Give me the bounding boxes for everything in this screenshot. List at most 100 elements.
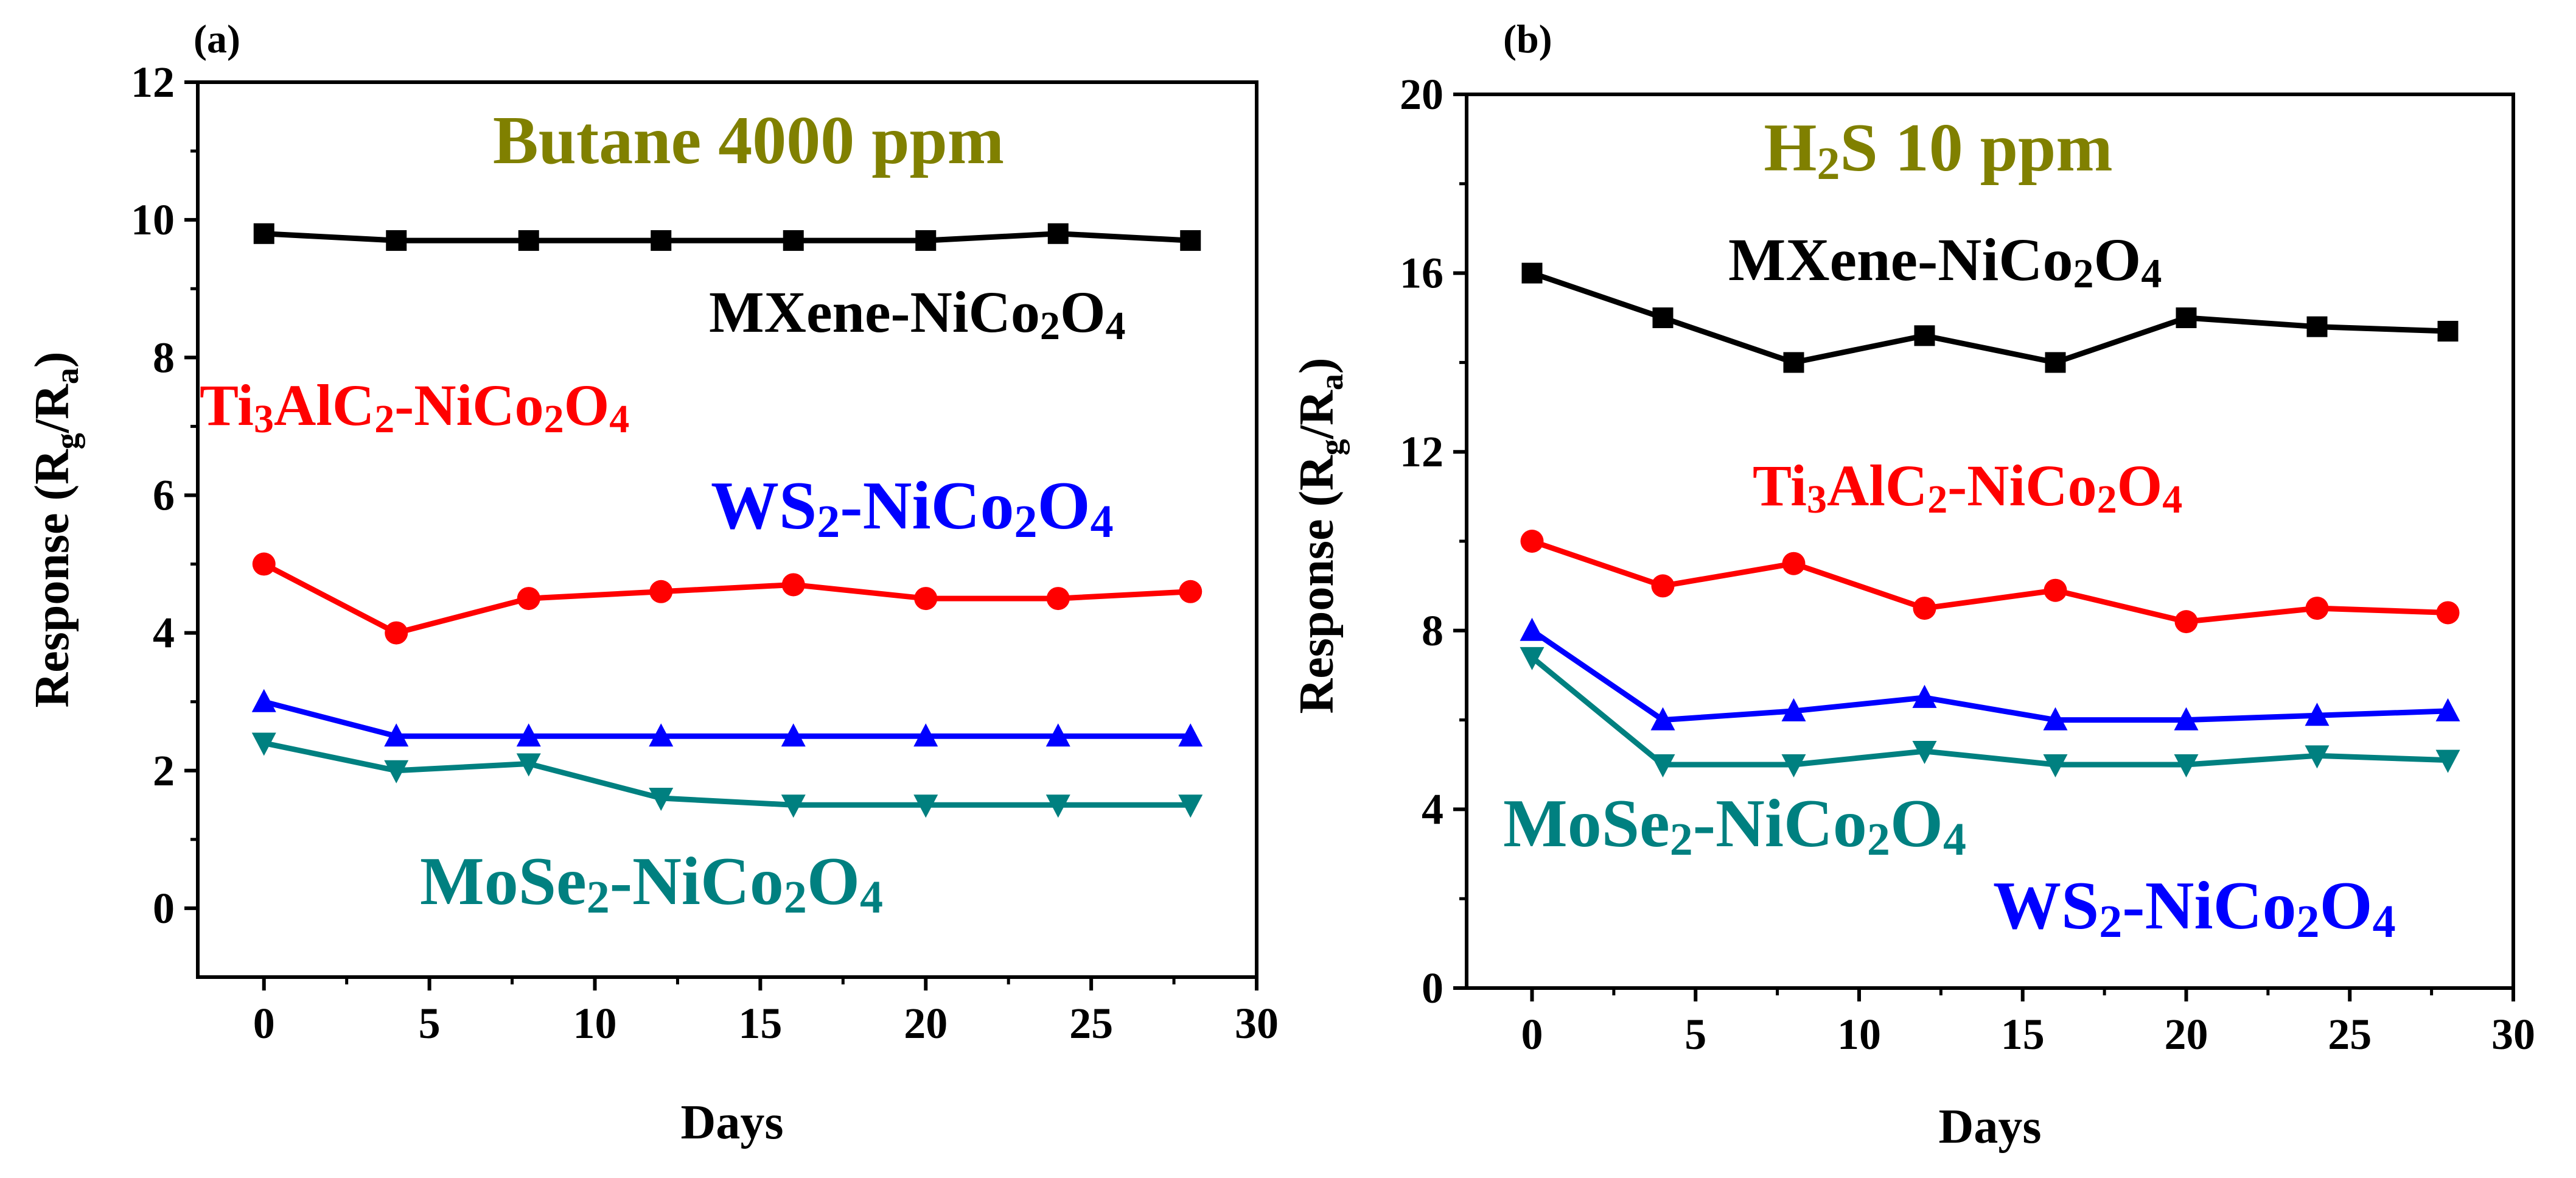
panel-b-point-ti3alc2-nico2o4 [1651, 574, 1675, 598]
panel-a-point-mxene-nico2o4 [783, 230, 804, 251]
panel-a-annot-mose2: MoSe2-NiCo2O4 [420, 844, 883, 923]
panel-b-point-ti3alc2-nico2o4 [1913, 597, 1936, 620]
panel-a-y-tick-label: 4 [153, 609, 175, 657]
panel-b-point-ws2-nico2o4 [2043, 707, 2068, 731]
panel-a-point-ws2-nico2o4 [1045, 723, 1070, 747]
panel-b-y-tick-label: 12 [1400, 427, 1443, 476]
panel-a-point-ti3alc2-nico2o4 [1179, 580, 1202, 603]
panel-b-point-mose2-nico2o4 [2174, 754, 2199, 777]
panel-b: (b) H2S 10 ppm 0 5 10 15 20 25 30 0 4 8 12 16 20 Da… [1290, 17, 2535, 1154]
panel-b-point-mxene-nico2o4 [2176, 307, 2197, 328]
panel-a-y-tick-label: 2 [153, 746, 175, 795]
panel-a-annot-mxene: MXene-NiCo2O4 [709, 279, 1126, 348]
panel-b-label: (b) [1503, 17, 1552, 61]
panel-a-point-ws2-nico2o4 [384, 723, 409, 747]
panel-a-point-mxene-nico2o4 [915, 230, 937, 251]
panel-b-point-ws2-nico2o4 [1912, 684, 1937, 708]
panel-a-series [251, 223, 1203, 818]
panel-b-point-ws2-nico2o4 [2174, 707, 2199, 731]
panel-a-point-ws2-nico2o4 [913, 723, 938, 747]
panel-a-point-ti3alc2-nico2o4 [385, 621, 408, 645]
panel-b-point-ti3alc2-nico2o4 [2174, 610, 2198, 634]
panel-a-line-mxene-nico2o4 [264, 231, 1191, 244]
panel-b-point-ti3alc2-nico2o4 [1782, 552, 1806, 575]
panel-a: (a) Butane 4000 ppm 0 5 10 15 20 25 30 0 2 4 6 8 10… [26, 17, 1279, 1149]
panel-b-x-tick-label: 0 [1521, 1010, 1543, 1059]
panel-b-point-mose2-nico2o4 [1912, 740, 1937, 764]
panel-a-line-mose2-nico2o4 [263, 740, 1191, 808]
panel-a-x-tick-label: 10 [573, 999, 617, 1048]
panel-a-x-ticks: 0 5 10 15 20 25 30 [253, 977, 1279, 1048]
panel-a-point-mxene-nico2o4 [518, 230, 539, 251]
panel-b-x-tick-label: 5 [1684, 1010, 1706, 1059]
panel-a-point-mose2-nico2o4 [781, 794, 806, 818]
panel-b-xlabel: Days [1939, 1100, 2042, 1154]
panel-a-point-mose2-nico2o4 [1178, 794, 1203, 818]
panel-a-y-tick-label: 12 [131, 58, 175, 107]
panel-a-point-ti3alc2-nico2o4 [781, 573, 805, 597]
panel-a-annot-ti3alc2: Ti3AlC2-NiCo2O4 [200, 373, 629, 441]
panel-b-y-ticks: 0 4 8 12 16 20 [1400, 70, 1467, 1012]
panel-a-point-ws2-nico2o4 [649, 723, 674, 747]
panel-a-point-mxene-nico2o4 [386, 230, 407, 251]
panel-a-point-ws2-nico2o4 [781, 723, 806, 747]
panel-a-point-ws2-nico2o4 [516, 723, 541, 747]
panel-b-point-mxene-nico2o4 [2437, 321, 2459, 342]
panel-a-point-mose2-nico2o4 [251, 732, 276, 756]
panel-b-annot-ws2: WS2-NiCo2O4 [1993, 868, 2396, 947]
panel-b-point-mose2-nico2o4 [1781, 754, 1806, 777]
panel-a-point-mose2-nico2o4 [1045, 794, 1070, 818]
panel-a-point-mxene-nico2o4 [1180, 230, 1201, 251]
panel-b-series [1520, 262, 2460, 777]
panel-a-point-ti3alc2-nico2o4 [649, 580, 673, 603]
panel-a-point-mxene-nico2o4 [253, 223, 274, 244]
panel-a-y-tick-label: 10 [131, 195, 175, 244]
panel-b-point-ws2-nico2o4 [2305, 703, 2330, 726]
panel-b-point-ti3alc2-nico2o4 [2436, 601, 2460, 625]
panel-a-y-tick-label: 6 [153, 471, 175, 519]
panel-b-annot-ti3alc2: Ti3AlC2-NiCo2O4 [1753, 453, 2182, 522]
panel-a-x-tick-label: 15 [738, 999, 782, 1048]
panel-b-y-tick-label: 4 [1422, 785, 1443, 833]
panel-b-line-mose2-nico2o4 [1530, 655, 2448, 768]
panel-b-title: H2S 10 ppm [1764, 110, 2112, 189]
panel-a-y-ticks: 0 2 4 6 8 10 12 [131, 58, 198, 933]
panel-a-point-mxene-nico2o4 [651, 230, 672, 251]
panel-b-y-tick-label: 0 [1422, 964, 1443, 1012]
panel-a-point-mose2-nico2o4 [913, 794, 938, 818]
panel-a-point-mose2-nico2o4 [384, 760, 409, 784]
panel-a-point-ti3alc2-nico2o4 [517, 587, 540, 611]
panel-a-x-tick-label: 0 [253, 999, 275, 1048]
panel-b-point-mxene-nico2o4 [1652, 307, 1674, 328]
panel-a-xlabel: Days [681, 1096, 784, 1149]
panel-b-point-mxene-nico2o4 [2045, 352, 2066, 373]
panel-a-point-ti3alc2-nico2o4 [252, 552, 276, 576]
panel-b-point-mose2-nico2o4 [2043, 754, 2068, 777]
panel-b-point-ws2-nico2o4 [2435, 698, 2460, 721]
panel-a-point-mxene-nico2o4 [1047, 223, 1069, 244]
panel-b-y-tick-label: 16 [1400, 249, 1443, 298]
panel-b-point-mxene-nico2o4 [2306, 316, 2328, 337]
panel-b-point-ws2-nico2o4 [1520, 617, 1545, 641]
panel-a-point-mose2-nico2o4 [649, 788, 674, 811]
panel-b-point-ti3alc2-nico2o4 [2305, 597, 2329, 620]
panel-b-point-ti3alc2-nico2o4 [2044, 578, 2067, 602]
panel-a-line-ti3alc2-nico2o4 [262, 561, 1191, 636]
panel-a-point-ti3alc2-nico2o4 [914, 587, 938, 611]
panel-b-x-tick-label: 25 [2328, 1010, 2372, 1059]
panel-b-annot-mose2: MoSe2-NiCo2O4 [1503, 786, 1966, 865]
panel-b-point-mose2-nico2o4 [2435, 749, 2460, 773]
panel-b-line-mxene-nico2o4 [1531, 270, 2448, 365]
panel-a-x-tick-label: 25 [1069, 999, 1113, 1048]
panel-b-point-mxene-nico2o4 [1914, 325, 1935, 346]
panel-a-x-tick-label: 30 [1235, 999, 1279, 1048]
panel-b-x-tick-label: 10 [1837, 1010, 1881, 1059]
panel-a-point-ti3alc2-nico2o4 [1046, 587, 1070, 611]
panel-b-point-mxene-nico2o4 [1521, 262, 1543, 284]
panel-a-ylabel: Response (Rg/Ra) [26, 351, 85, 707]
panel-b-point-mose2-nico2o4 [1650, 754, 1675, 777]
panel-b-x-ticks: 0 5 10 15 20 25 30 [1521, 988, 2535, 1059]
panel-a-annot-ws2: WS2-NiCo2O4 [711, 468, 1114, 547]
panel-b-x-tick-label: 30 [2491, 1010, 2535, 1059]
panel-a-x-tick-label: 5 [419, 999, 441, 1048]
